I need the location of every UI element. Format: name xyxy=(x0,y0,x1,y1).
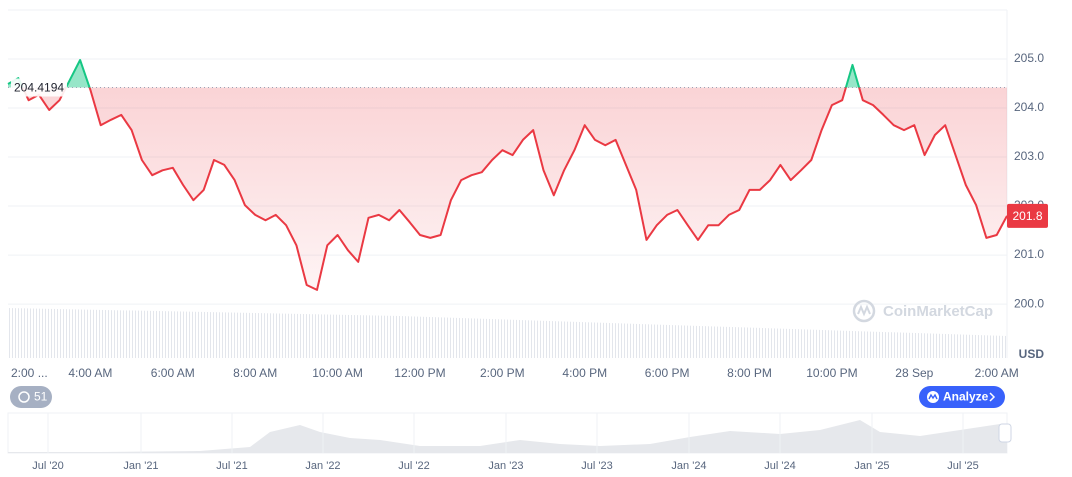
navigator-label: Jul '24 xyxy=(764,460,795,472)
navigator-label: Jan '24 xyxy=(671,460,706,472)
navigator-label: Jan '25 xyxy=(854,460,889,472)
x-tick-label: 4:00 AM xyxy=(68,366,112,380)
x-tick-label: 6:00 AM xyxy=(151,366,195,380)
navigator-label: Jul '23 xyxy=(581,460,612,472)
navigator-label: Jan '23 xyxy=(488,460,523,472)
navigator-label: Jul '22 xyxy=(398,460,429,472)
analyze-text: Analyze xyxy=(943,390,989,404)
x-tick-label: 2:00 ... xyxy=(11,366,48,380)
navigator-handle[interactable] xyxy=(998,423,1012,443)
watermark-text: CoinMarketCap xyxy=(883,303,993,320)
currency-label: USD xyxy=(1019,347,1045,361)
x-tick-label: 8:00 AM xyxy=(233,366,277,380)
area-fill xyxy=(8,60,1007,290)
navigator-label: Jul '21 xyxy=(216,460,247,472)
navigator-area xyxy=(8,420,1007,453)
analyze-bg xyxy=(919,386,1005,408)
navigator-label: Jan '21 xyxy=(123,460,158,472)
x-tick-label: 12:00 PM xyxy=(394,366,445,380)
last-price-bg xyxy=(1007,203,1048,228)
x-tick-label: 2:00 AM xyxy=(975,366,1019,380)
history-badge[interactable]: 51 xyxy=(10,386,52,408)
x-tick-label: 10:00 AM xyxy=(312,366,363,380)
navigator-label: Jul '20 xyxy=(32,460,63,472)
volume-bars xyxy=(8,308,1007,358)
x-tick-label: 4:00 PM xyxy=(562,366,607,380)
x-tick-label: 6:00 PM xyxy=(645,366,690,380)
reference-label: 204.4194 xyxy=(14,81,64,95)
analyze-button[interactable]: Analyze xyxy=(919,386,1005,408)
y-tick-label: 204.0 xyxy=(1014,100,1044,114)
reference-label-bg xyxy=(11,78,67,97)
x-tick-label: 8:00 PM xyxy=(727,366,772,380)
last-price-label: 201.8 xyxy=(1012,209,1042,223)
navigator-label: Jan '22 xyxy=(305,460,340,472)
badge-count: 51 xyxy=(34,390,48,404)
x-tick-label: 2:00 PM xyxy=(480,366,525,380)
watermark: CoinMarketCap xyxy=(852,299,993,323)
y-tick-label: 200.0 xyxy=(1014,296,1044,310)
navigator-label: Jul '25 xyxy=(947,460,978,472)
x-tick-label: 28 Sep xyxy=(895,366,933,380)
y-tick-label: 205.0 xyxy=(1014,51,1044,65)
price-line xyxy=(7,59,1008,291)
badge-bg xyxy=(10,386,52,408)
x-tick-label: 10:00 PM xyxy=(806,366,857,380)
y-tick-label: 201.0 xyxy=(1014,247,1044,261)
y-tick-label: 203.0 xyxy=(1014,149,1044,163)
